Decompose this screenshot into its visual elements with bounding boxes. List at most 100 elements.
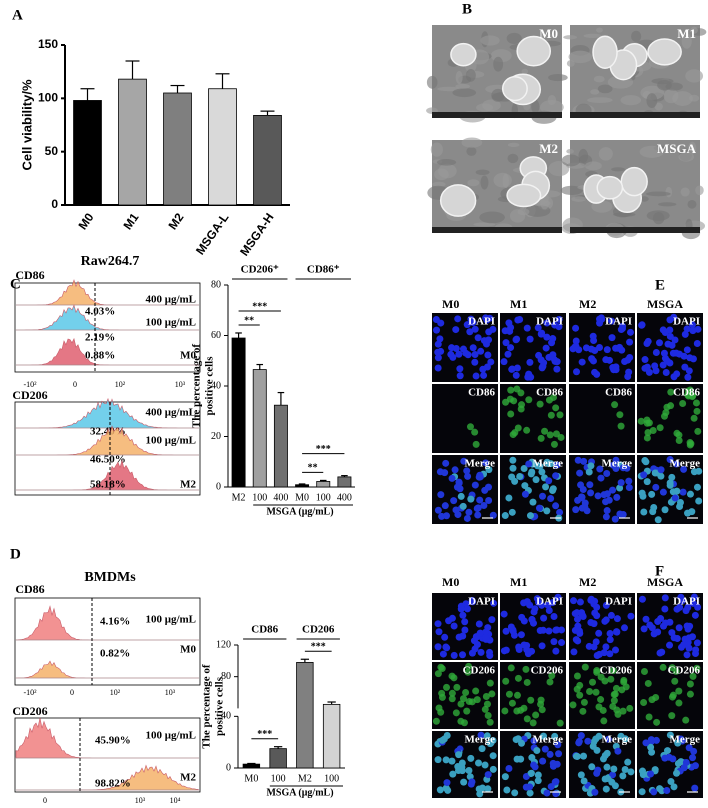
merge-cell [643, 478, 651, 486]
stain [550, 440, 558, 448]
sem-texture [658, 202, 677, 207]
bar [322, 703, 341, 769]
merge-cell [617, 479, 625, 487]
sem-label: M1 [677, 26, 696, 41]
sem-texture [434, 168, 449, 181]
bar [269, 748, 287, 769]
merge-cell [475, 759, 482, 767]
merge-cell [648, 748, 656, 756]
merge-cell [539, 757, 547, 765]
nucleus [443, 644, 451, 652]
nucleus [573, 368, 581, 376]
merge-cell [437, 491, 445, 499]
stain [659, 663, 667, 671]
micrograph: Merge [500, 455, 566, 524]
nucleus [439, 650, 447, 658]
merge-cell [690, 468, 698, 476]
merge-cell [595, 732, 603, 740]
merge-cell [547, 494, 555, 502]
merge-cell [576, 469, 584, 477]
y-tick-label: 80 [211, 279, 221, 290]
sem-cell [501, 76, 528, 102]
nucleus [670, 373, 678, 381]
nucleus [502, 339, 510, 347]
stain [653, 718, 661, 726]
stain [513, 691, 521, 699]
merge-cell [513, 755, 521, 763]
sem-texture [685, 69, 704, 83]
y-tick-label: 40 [211, 380, 221, 391]
y-axis-title: Cell viability/% [19, 79, 34, 170]
stain [686, 680, 694, 688]
merge-cell [691, 762, 699, 770]
column-header: M0 [442, 575, 459, 589]
micrograph: CD206 [500, 662, 566, 729]
nucleus [516, 316, 524, 324]
nucleus [548, 339, 556, 347]
sem-texture [475, 169, 490, 176]
nucleus [523, 324, 531, 332]
merge-cell [529, 498, 537, 506]
x-axis-title: MSGA (μg/mL) [266, 506, 333, 517]
stain [593, 667, 601, 675]
nucleus [454, 315, 462, 323]
nucleus [554, 593, 562, 601]
merge-cell [526, 512, 534, 520]
nucleus [680, 641, 688, 649]
stain [471, 428, 479, 436]
significance-label: ** [308, 463, 318, 474]
merge-cell [579, 486, 587, 494]
merge-cell [530, 737, 538, 745]
nucleus [433, 326, 441, 334]
stain [617, 422, 625, 430]
stain-label: DAPI [605, 316, 632, 328]
merge-cell [603, 763, 611, 771]
stain [586, 688, 594, 696]
nucleus [661, 594, 669, 602]
merge-cell [552, 502, 560, 510]
merge-cell [619, 772, 627, 780]
nucleus [487, 358, 495, 366]
stain [643, 416, 651, 424]
merge-cell [549, 759, 557, 767]
x-tick-label: 100 [324, 773, 339, 784]
merge-cell [509, 456, 517, 464]
merge-cell [553, 461, 561, 469]
y-tick-label: 40 [221, 711, 231, 722]
nucleus [512, 371, 520, 379]
sem-texture [687, 199, 697, 209]
nucleus [613, 615, 621, 623]
merge-cell [693, 483, 701, 491]
nucleus [473, 640, 481, 648]
merge-cell [549, 485, 557, 493]
merge-cell [639, 492, 647, 500]
micrograph: Merge [569, 455, 635, 524]
nucleus [576, 629, 584, 637]
stain [502, 677, 510, 685]
stain [689, 672, 697, 680]
nucleus [537, 330, 545, 338]
stain [453, 683, 461, 691]
nucleus [683, 346, 691, 354]
stain [573, 672, 581, 680]
stain [464, 668, 472, 676]
stain [527, 696, 535, 704]
nucleus [655, 339, 663, 347]
merge-cell [666, 731, 674, 739]
merge-cell [577, 732, 585, 740]
stain [679, 399, 687, 407]
nucleus [508, 365, 516, 373]
stain [692, 399, 700, 407]
stain [610, 690, 618, 698]
merge-cell [587, 489, 595, 497]
merge-cell [534, 777, 542, 785]
merge-cell [555, 750, 563, 758]
nucleus [646, 621, 654, 629]
nucleus [513, 335, 521, 343]
nucleus [544, 601, 552, 609]
nucleus [595, 629, 603, 637]
nucleus [476, 629, 484, 637]
nucleus [432, 316, 440, 324]
stain [610, 697, 618, 705]
nucleus [685, 644, 693, 652]
